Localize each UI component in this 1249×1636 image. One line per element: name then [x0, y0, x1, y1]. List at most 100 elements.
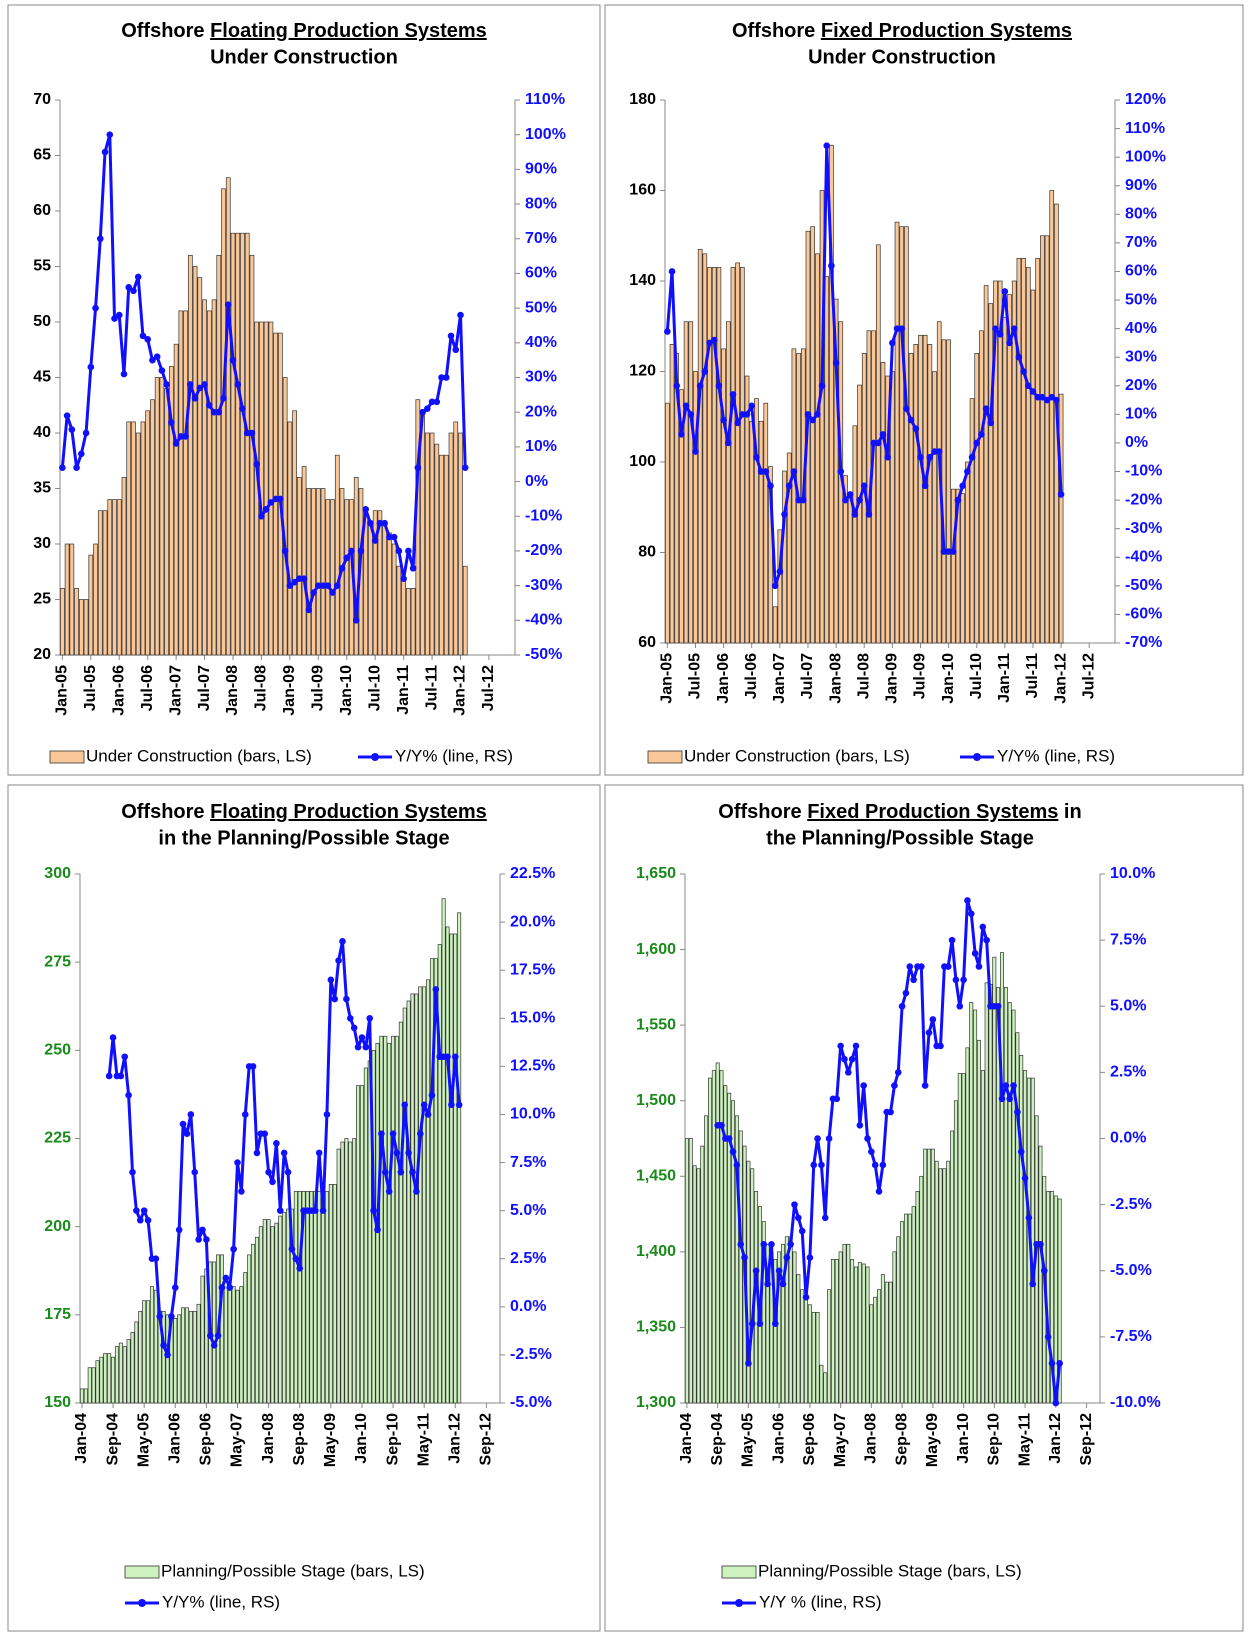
- line-marker: [893, 325, 901, 332]
- bar: [391, 1035, 396, 1404]
- y2-tick-label: 10%: [1125, 406, 1157, 423]
- legend-swatch: [138, 1599, 146, 1607]
- bar: [437, 944, 442, 1404]
- bar: [192, 266, 198, 656]
- x-tick-label: Jan-09: [281, 665, 298, 716]
- bar: [847, 497, 853, 644]
- bar: [908, 353, 914, 644]
- line-marker: [191, 395, 199, 402]
- line-marker: [315, 582, 322, 589]
- x-tick-label: Jul-12: [1080, 653, 1097, 699]
- bar: [278, 332, 283, 656]
- line-marker: [1017, 1148, 1025, 1156]
- line-marker: [921, 482, 929, 490]
- bar: [983, 285, 989, 644]
- bar: [181, 1307, 186, 1404]
- line-marker: [998, 1095, 1006, 1103]
- line-marker: [1056, 1360, 1063, 1367]
- bar: [938, 1168, 943, 1404]
- bar: [262, 1219, 267, 1404]
- line-marker: [668, 268, 676, 275]
- line-marker: [1006, 339, 1013, 347]
- bar: [846, 1243, 851, 1404]
- line-marker: [296, 575, 303, 582]
- line-marker: [241, 1111, 249, 1118]
- bar: [135, 432, 141, 656]
- line-marker: [795, 496, 802, 504]
- line-marker: [1010, 325, 1018, 332]
- bar: [142, 1300, 147, 1404]
- line-marker: [164, 1351, 171, 1359]
- bar: [301, 1191, 306, 1404]
- y2-tick-label: 20%: [525, 403, 557, 420]
- line-marker: [389, 1130, 397, 1137]
- bar: [328, 1183, 333, 1404]
- y2-tick-label: 7.5%: [1110, 931, 1146, 948]
- line-marker: [1024, 382, 1032, 390]
- line-marker: [992, 325, 999, 332]
- bar: [352, 1138, 357, 1404]
- bar: [112, 499, 117, 656]
- line-marker: [348, 547, 355, 555]
- x-tick-label: May-09: [322, 1413, 339, 1467]
- bar: [414, 993, 419, 1404]
- title-part: Offshore: [732, 20, 821, 42]
- line-marker: [424, 1111, 432, 1118]
- line-marker: [378, 1130, 385, 1137]
- line-marker: [339, 938, 346, 945]
- bar: [1058, 393, 1064, 644]
- bar: [64, 543, 70, 656]
- line-marker: [386, 533, 393, 541]
- y2-tick-label: 12.5%: [510, 1058, 555, 1075]
- bar: [177, 1314, 182, 1404]
- line-marker: [785, 482, 793, 490]
- bar: [251, 1243, 256, 1404]
- line-marker: [366, 1014, 374, 1022]
- bar: [792, 1251, 797, 1404]
- line-marker: [196, 384, 204, 392]
- bar: [146, 1300, 151, 1404]
- bar: [683, 321, 689, 644]
- line-marker: [973, 439, 981, 447]
- line-marker: [156, 1313, 164, 1320]
- y-tick-label: 1,450: [636, 1168, 676, 1185]
- line-marker: [291, 578, 298, 586]
- bar: [173, 343, 179, 656]
- bar: [781, 1243, 785, 1404]
- line-marker: [177, 433, 185, 440]
- y2-tick-label: 40%: [525, 334, 557, 351]
- bar: [282, 1212, 287, 1404]
- bar: [396, 565, 402, 656]
- line-marker: [814, 1135, 821, 1142]
- line-marker: [461, 464, 469, 471]
- line-marker: [136, 1216, 144, 1224]
- x-tick-label: May-07: [229, 1413, 246, 1467]
- line-marker: [210, 408, 218, 416]
- line-marker: [971, 950, 979, 957]
- chart-title: in the Planning/Possible Stage: [158, 827, 449, 849]
- line-marker: [152, 1255, 160, 1263]
- line-marker: [856, 496, 863, 504]
- line-marker: [206, 1332, 214, 1339]
- line-marker: [428, 1091, 436, 1099]
- line-marker: [343, 554, 351, 562]
- line-marker: [729, 1148, 737, 1156]
- y-tick-label: 35: [33, 480, 51, 497]
- bar: [231, 1286, 236, 1404]
- line-marker: [753, 453, 760, 461]
- bar: [773, 1259, 778, 1404]
- bar: [927, 344, 933, 644]
- line-marker: [814, 411, 821, 418]
- bar: [965, 461, 970, 644]
- line-marker: [111, 315, 118, 322]
- bar: [297, 477, 302, 656]
- bar: [235, 232, 241, 656]
- bar: [716, 267, 722, 644]
- bar: [740, 267, 745, 644]
- line-marker: [234, 381, 242, 388]
- y2-tick-label: 30%: [525, 369, 557, 386]
- line-marker: [300, 575, 308, 582]
- y2-tick-label: 10.0%: [1110, 865, 1155, 882]
- line-marker: [791, 1201, 798, 1208]
- line-marker: [409, 564, 417, 572]
